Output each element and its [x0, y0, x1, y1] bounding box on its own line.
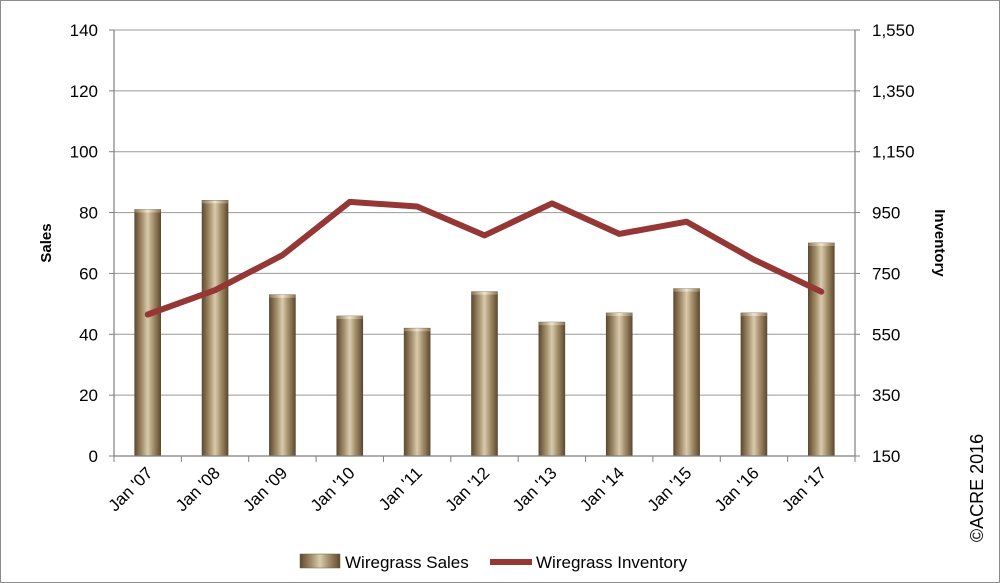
x-tick-label: Jan '07	[105, 463, 157, 515]
sales-bar-cap	[269, 294, 296, 298]
sales-bar	[336, 315, 364, 457]
x-tick-label: Jan '15	[644, 463, 696, 515]
legend: Wiregrass Sales Wiregrass Inventory	[299, 553, 688, 572]
sales-bar-cap	[202, 200, 229, 204]
axes	[109, 29, 860, 462]
legend-label-sales: Wiregrass Sales	[345, 553, 469, 572]
sales-bar-cap	[673, 288, 700, 292]
sales-bar	[134, 209, 161, 457]
inventory-point	[281, 254, 283, 256]
x-tick-label: Jan '13	[509, 463, 561, 515]
y-tick-label: 80	[79, 204, 98, 223]
y2-tick-label: 750	[872, 264, 900, 283]
y-tick-label: 0	[89, 447, 98, 466]
inventory-point	[753, 259, 755, 261]
sales-bar	[403, 327, 431, 457]
inventory-point	[820, 291, 822, 293]
bars	[134, 200, 835, 457]
sales-bar-cap	[471, 291, 498, 295]
sales-bar-cap	[134, 209, 161, 213]
y2-tick-label: 350	[872, 386, 900, 405]
sales-bar	[538, 321, 566, 457]
sales-bar	[673, 288, 700, 457]
sales-bar	[740, 312, 768, 457]
y-tick-label: 140	[70, 21, 98, 40]
x-tick-label: Jan '16	[711, 463, 763, 515]
x-tick-label: Jan '14	[576, 463, 628, 515]
sales-bar	[605, 312, 633, 457]
y2-tick-label: 150	[872, 447, 900, 466]
y-tick-label: 40	[79, 325, 98, 344]
inventory-point	[484, 234, 485, 236]
y-axis-title: Sales	[38, 223, 55, 262]
sales-bar-cap	[538, 322, 565, 326]
copyright-text: ©ACRE 2016	[967, 434, 987, 542]
inventory-point	[551, 202, 553, 204]
x-tick-label: Jan '08	[172, 463, 224, 515]
y2-tick-label: 950	[872, 204, 900, 223]
inventory-point	[214, 289, 216, 291]
x-tick-label: Jan '17	[778, 463, 830, 515]
inventory-point	[416, 205, 418, 207]
y-tick-label: 20	[79, 386, 98, 405]
inventory-point	[686, 221, 688, 223]
inventory-line-group	[144, 198, 825, 318]
sales-bar-cap	[740, 312, 767, 316]
x-tick-label: Jan '12	[441, 463, 493, 515]
inventory-point	[618, 233, 620, 235]
y2-tick-label: 1,550	[872, 21, 915, 40]
sales-bar	[269, 294, 296, 457]
x-tick-label: Jan '10	[307, 463, 359, 515]
y-tick-label: 100	[70, 143, 98, 162]
y2-tick-label: 550	[872, 325, 900, 344]
legend-label-inventory: Wiregrass Inventory	[536, 553, 688, 572]
y2-tick-label: 1,350	[872, 82, 915, 101]
sales-bar-cap	[808, 243, 835, 246]
x-tick-label: Jan '09	[239, 463, 291, 515]
y-tick-label: 60	[79, 264, 98, 283]
sales-bar	[808, 242, 835, 457]
y2-axis-title: Inventory	[931, 209, 948, 277]
sales-bar	[471, 291, 498, 457]
sales-bar	[201, 200, 229, 457]
sales-bar-cap	[606, 312, 633, 316]
y-tick-label: 120	[70, 82, 98, 101]
sales-bar-cap	[404, 328, 431, 332]
x-tick-label: Jan '11	[375, 463, 426, 514]
inventory-point	[147, 314, 149, 316]
sales-bar-cap	[336, 316, 363, 320]
y2-tick-label: 1,150	[872, 143, 915, 162]
legend-swatch-sales	[299, 553, 341, 569]
inventory-point	[349, 201, 351, 203]
